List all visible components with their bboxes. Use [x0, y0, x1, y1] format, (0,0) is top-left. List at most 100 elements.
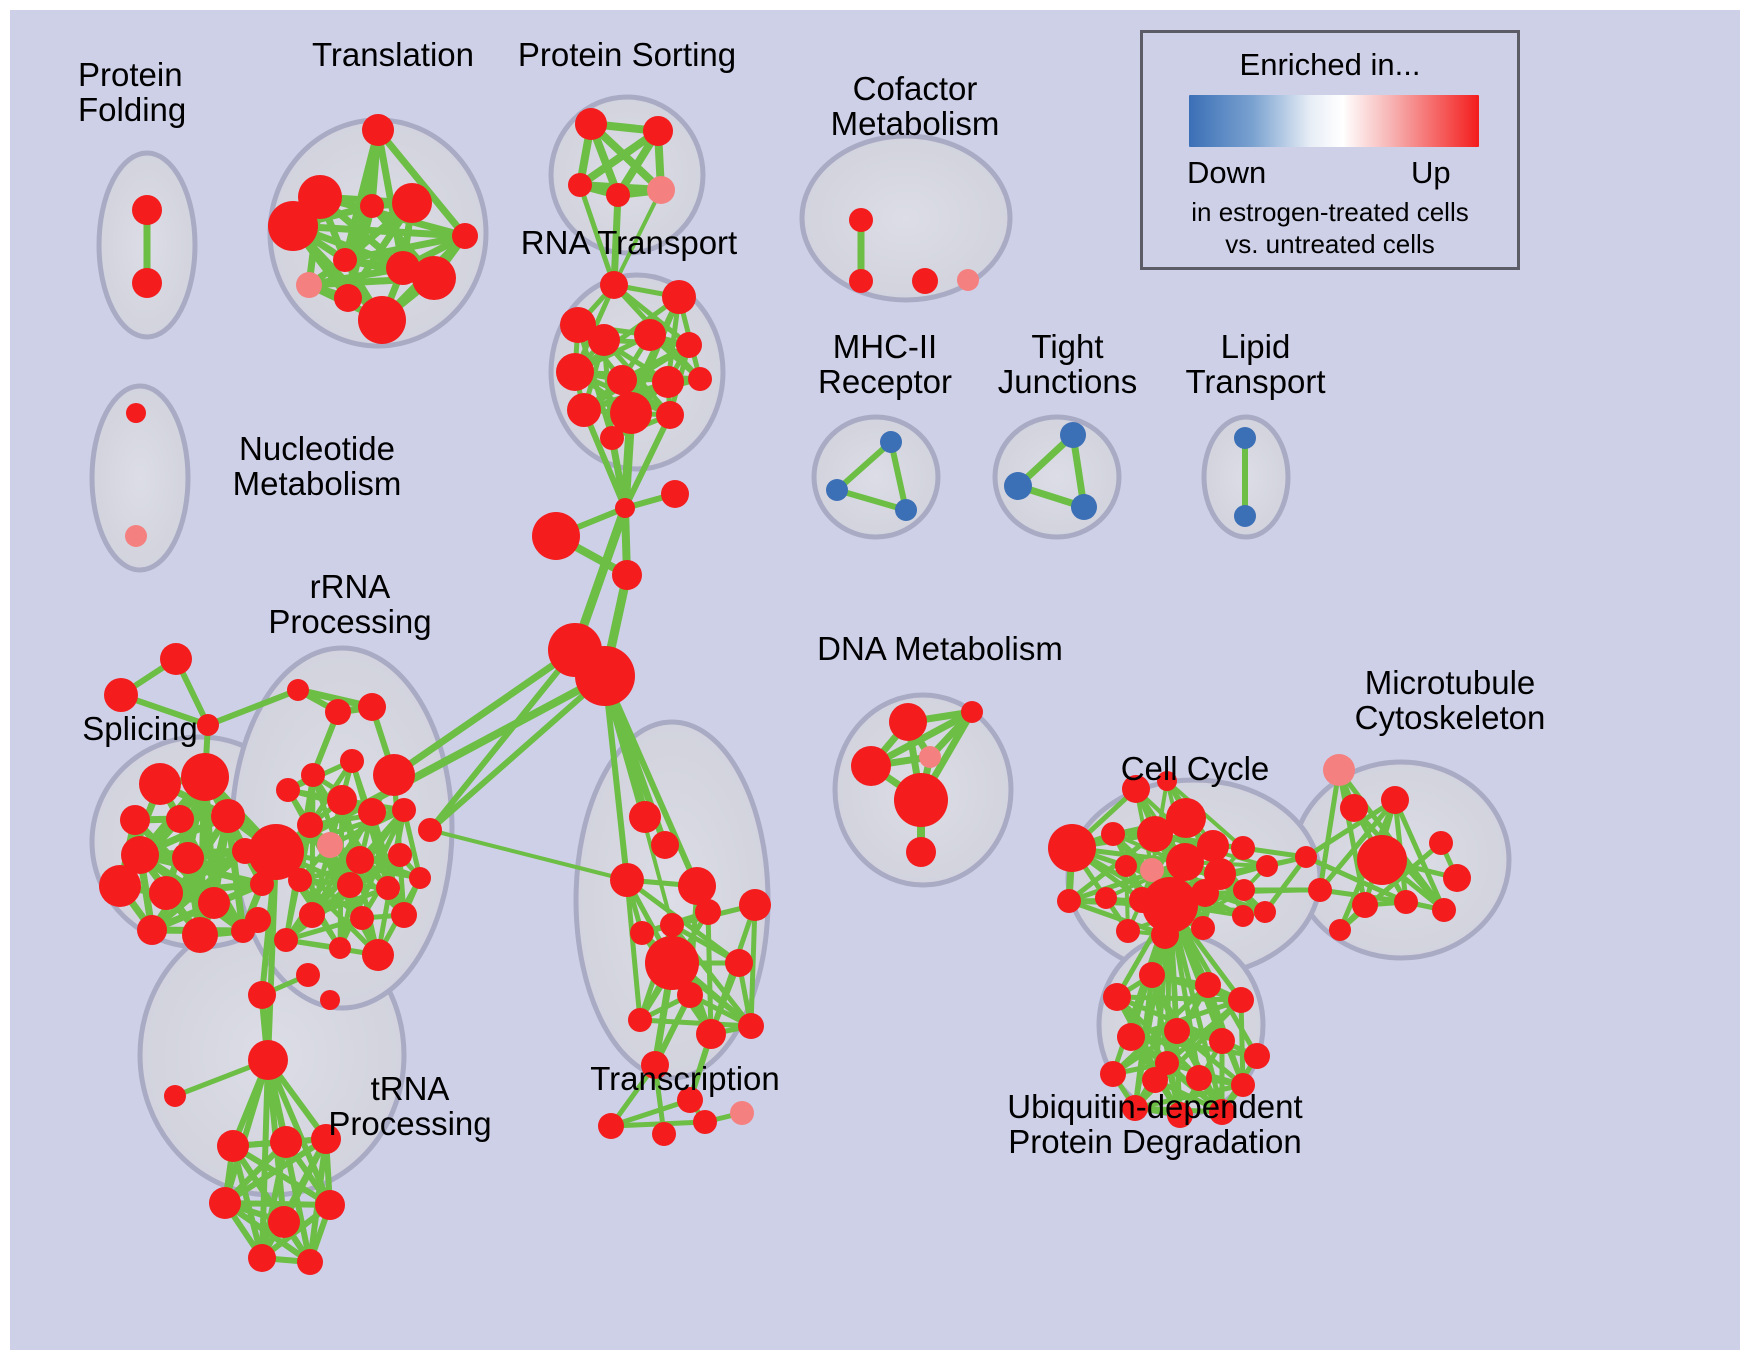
network-node — [149, 876, 183, 910]
network-node — [1209, 1028, 1235, 1054]
network-node — [1381, 786, 1409, 814]
network-node — [1233, 879, 1255, 901]
network-edge — [748, 902, 758, 1029]
network-node — [1103, 983, 1131, 1011]
network-node — [172, 842, 204, 874]
network-node — [317, 832, 343, 858]
network-node — [600, 271, 628, 299]
network-node — [676, 332, 702, 358]
legend-subtitle-line1: in estrogen-treated cells — [1191, 197, 1469, 227]
network-node — [1167, 1102, 1193, 1128]
network-edge — [1066, 831, 1158, 904]
cluster-label-nucleotide-metabolism: Nucleotide Metabolism — [232, 430, 402, 502]
network-node — [1231, 836, 1255, 860]
network-node — [630, 921, 654, 945]
network-node — [274, 928, 298, 952]
network-edge — [602, 673, 700, 889]
network-edge — [222, 1200, 333, 1208]
network-edge — [224, 812, 247, 935]
network-node — [725, 949, 753, 977]
network-node — [276, 778, 300, 802]
cluster-label-rrna-processing: rRNA Processing — [268, 568, 432, 640]
network-node — [652, 1122, 676, 1146]
network-node — [1095, 887, 1117, 909]
network-node — [409, 867, 431, 889]
network-node — [209, 1187, 241, 1219]
legend-up-label: Up — [1411, 155, 1451, 190]
network-node — [677, 1087, 703, 1113]
network-node — [849, 269, 873, 293]
network-node — [598, 1113, 624, 1139]
network-node — [643, 116, 673, 146]
network-edge — [259, 1139, 289, 1261]
network-node — [418, 818, 442, 842]
network-node — [104, 678, 138, 712]
network-edge — [222, 1057, 271, 1206]
network-node — [730, 1101, 754, 1125]
legend-gradient-bar — [1189, 95, 1479, 147]
network-edge — [622, 412, 673, 511]
network-node — [139, 763, 181, 805]
network-edge — [603, 674, 674, 927]
network-node — [248, 981, 276, 1009]
network-node — [1340, 794, 1368, 822]
network-node — [906, 837, 936, 867]
network-edge — [577, 182, 617, 288]
network-node — [889, 703, 927, 741]
network-node — [299, 902, 325, 928]
network-node — [337, 872, 363, 898]
network-node — [166, 805, 194, 833]
network-node — [1166, 843, 1204, 881]
network-edge — [428, 828, 629, 882]
network-node — [1228, 987, 1254, 1013]
network-edge — [259, 1057, 271, 1261]
network-node — [217, 1130, 249, 1162]
network-node — [693, 1110, 717, 1134]
network-node — [126, 403, 146, 423]
network-edge — [1066, 859, 1188, 904]
network-node — [1100, 1061, 1126, 1087]
network-node — [1329, 919, 1351, 941]
network-node — [662, 280, 696, 314]
network-edge — [1066, 898, 1168, 938]
network-node — [1244, 1043, 1270, 1069]
cluster-label-ubiquitin-degradation: Ubiquitin-dependent Protein Degradation — [1007, 1088, 1303, 1160]
network-node — [287, 679, 309, 701]
cluster-label-cell-cycle: Cell Cycle — [1120, 750, 1270, 787]
cluster-label-lipid-transport: Lipid Transport — [1185, 328, 1326, 400]
network-node — [1142, 877, 1198, 933]
network-edge — [265, 1057, 333, 1208]
network-node — [610, 863, 644, 897]
network-edge — [608, 1097, 693, 1129]
network-node — [1432, 898, 1456, 922]
network-edge — [1167, 902, 1225, 1115]
network-edge — [602, 673, 630, 883]
network-node — [360, 194, 384, 218]
network-node — [651, 831, 679, 859]
network-node — [182, 917, 218, 953]
network-node — [612, 560, 642, 590]
network-node — [695, 899, 721, 925]
network-node — [1254, 901, 1276, 923]
network-edge — [427, 673, 608, 833]
network-edge — [427, 647, 578, 833]
network-node — [333, 248, 357, 272]
network-node — [391, 902, 417, 928]
network-node — [248, 824, 304, 880]
network-node — [1195, 972, 1221, 998]
network-edge — [612, 188, 663, 287]
network-node — [137, 915, 167, 945]
network-node — [1443, 864, 1471, 892]
network-node — [327, 785, 357, 815]
network-node — [245, 907, 271, 933]
network-edge — [265, 849, 279, 1063]
legend-box: Enriched in... Down Up in estrogen-treat… — [1140, 30, 1520, 270]
network-node — [181, 753, 229, 801]
network-edge — [610, 191, 622, 289]
network-node — [739, 889, 771, 921]
network-node — [268, 1206, 300, 1238]
network-node — [1256, 855, 1278, 877]
network-node — [346, 846, 374, 874]
network-edge — [1132, 1082, 1246, 1111]
network-node — [556, 353, 594, 391]
